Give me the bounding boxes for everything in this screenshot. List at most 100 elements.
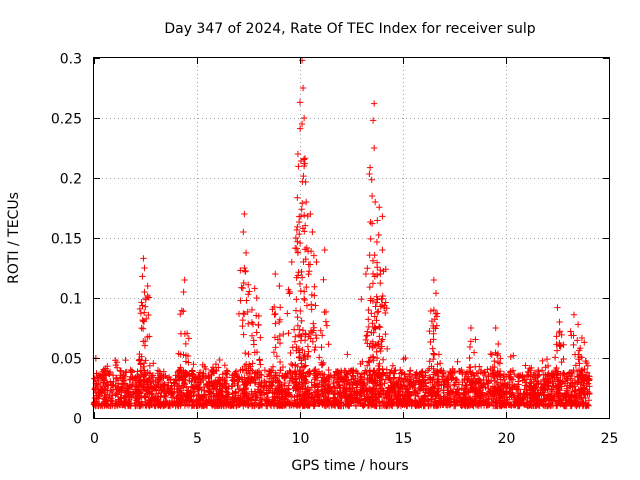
data-point xyxy=(233,373,241,380)
data-point xyxy=(167,376,174,384)
data-point xyxy=(378,376,386,383)
data-point xyxy=(248,396,255,403)
data-point xyxy=(426,358,433,365)
data-point xyxy=(117,372,124,379)
data-point xyxy=(379,292,386,300)
data-point xyxy=(526,379,534,387)
data-point xyxy=(557,371,564,379)
data-point xyxy=(156,375,163,383)
data-point xyxy=(116,397,124,405)
data-point xyxy=(373,293,380,300)
data-point xyxy=(269,306,276,313)
data-point xyxy=(285,330,292,337)
data-point xyxy=(241,390,248,398)
data-point xyxy=(540,385,547,392)
data-point xyxy=(286,400,293,407)
data-point xyxy=(301,392,308,400)
data-point xyxy=(149,391,157,398)
data-point xyxy=(295,400,303,408)
data-point xyxy=(301,337,309,344)
data-point xyxy=(501,399,508,407)
data-point xyxy=(109,372,117,379)
data-point xyxy=(466,354,473,362)
data-point xyxy=(199,370,207,377)
data-point xyxy=(455,389,462,397)
data-point xyxy=(369,117,377,124)
data-point xyxy=(195,372,203,380)
data-point xyxy=(560,355,567,363)
data-point xyxy=(217,401,224,408)
data-point xyxy=(221,377,229,385)
data-point xyxy=(471,380,479,387)
data-point xyxy=(149,374,156,381)
data-point xyxy=(325,394,332,402)
data-point xyxy=(462,381,469,389)
data-point xyxy=(157,393,164,401)
data-point xyxy=(237,297,244,304)
data-point xyxy=(360,382,367,389)
data-point xyxy=(323,396,331,403)
data-point xyxy=(302,373,309,380)
data-point xyxy=(102,371,109,379)
data-point xyxy=(489,363,497,371)
data-point xyxy=(250,377,257,384)
data-point xyxy=(519,371,526,379)
data-point xyxy=(150,360,157,367)
data-point xyxy=(496,360,504,367)
data-point xyxy=(302,178,309,186)
data-point xyxy=(299,84,307,92)
data-point xyxy=(434,368,441,375)
data-point xyxy=(153,396,160,404)
data-point xyxy=(245,392,253,399)
data-point xyxy=(349,388,357,395)
data-point xyxy=(290,385,297,393)
data-point xyxy=(217,381,224,388)
data-point xyxy=(416,386,424,393)
data-point xyxy=(295,345,303,352)
data-point xyxy=(275,318,283,326)
data-point xyxy=(532,386,539,393)
data-point xyxy=(573,391,581,399)
data-point xyxy=(371,198,379,206)
data-point xyxy=(577,395,585,403)
data-point xyxy=(123,368,130,376)
data-point xyxy=(419,398,426,405)
data-point xyxy=(550,393,557,400)
data-point xyxy=(366,164,374,171)
data-point xyxy=(135,392,142,400)
data-point xyxy=(369,320,376,327)
data-point xyxy=(376,324,384,331)
data-point xyxy=(369,353,377,360)
data-point xyxy=(316,354,323,361)
data-point xyxy=(302,362,309,369)
data-point xyxy=(571,383,578,390)
data-point xyxy=(466,364,473,371)
data-point xyxy=(334,402,342,409)
data-point xyxy=(583,369,591,376)
data-point xyxy=(580,383,587,391)
x-tick-label: 10 xyxy=(292,431,310,447)
data-point xyxy=(292,234,300,242)
data-point xyxy=(308,329,316,336)
data-point xyxy=(335,381,342,389)
data-point xyxy=(134,368,141,375)
data-point xyxy=(400,355,407,363)
data-point xyxy=(303,302,311,309)
data-point xyxy=(568,388,576,396)
data-point xyxy=(489,370,497,377)
data-point xyxy=(556,318,563,326)
data-point xyxy=(472,336,479,343)
data-point xyxy=(487,350,494,358)
data-point xyxy=(211,379,219,386)
data-point xyxy=(395,397,403,404)
data-point xyxy=(340,388,347,396)
data-point xyxy=(404,402,411,409)
data-point xyxy=(419,369,426,377)
data-point xyxy=(269,382,276,390)
data-point xyxy=(191,382,199,389)
data-point xyxy=(143,386,150,394)
data-point xyxy=(113,390,120,397)
data-point xyxy=(178,390,185,398)
data-point xyxy=(394,389,401,397)
data-point xyxy=(175,383,182,390)
